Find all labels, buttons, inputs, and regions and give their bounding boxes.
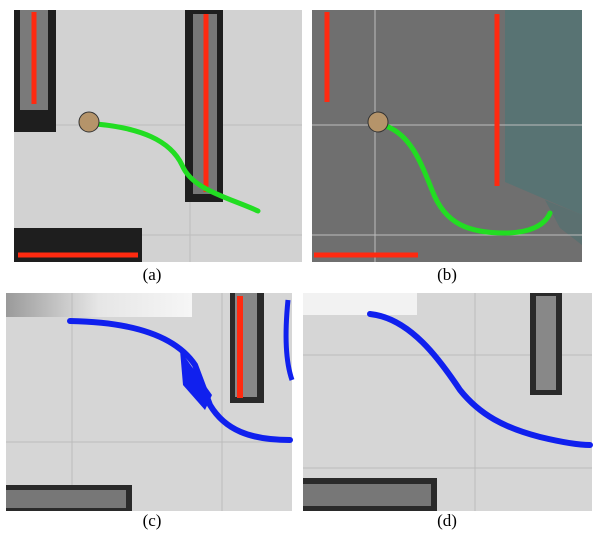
panel-label: (d): [437, 511, 457, 530]
obstacle-inner: [536, 296, 556, 390]
free-space: [6, 293, 192, 317]
panel-label: (c): [143, 511, 162, 530]
obstacle-inner: [303, 484, 431, 506]
panel-label: (b): [437, 265, 457, 284]
robot: [79, 112, 99, 132]
panel-c: (c): [6, 293, 292, 530]
panel-a: (a): [14, 10, 302, 284]
map-background: [14, 10, 302, 262]
figure: (a) (b) (c): [0, 0, 593, 536]
obstacle-inner: [6, 490, 126, 508]
panel-b: (b): [312, 10, 582, 284]
free-space: [303, 293, 417, 315]
panel-label: (a): [143, 265, 162, 284]
panel-d: (d): [303, 293, 592, 530]
unknown-region: [505, 10, 582, 215]
robot: [368, 112, 388, 132]
